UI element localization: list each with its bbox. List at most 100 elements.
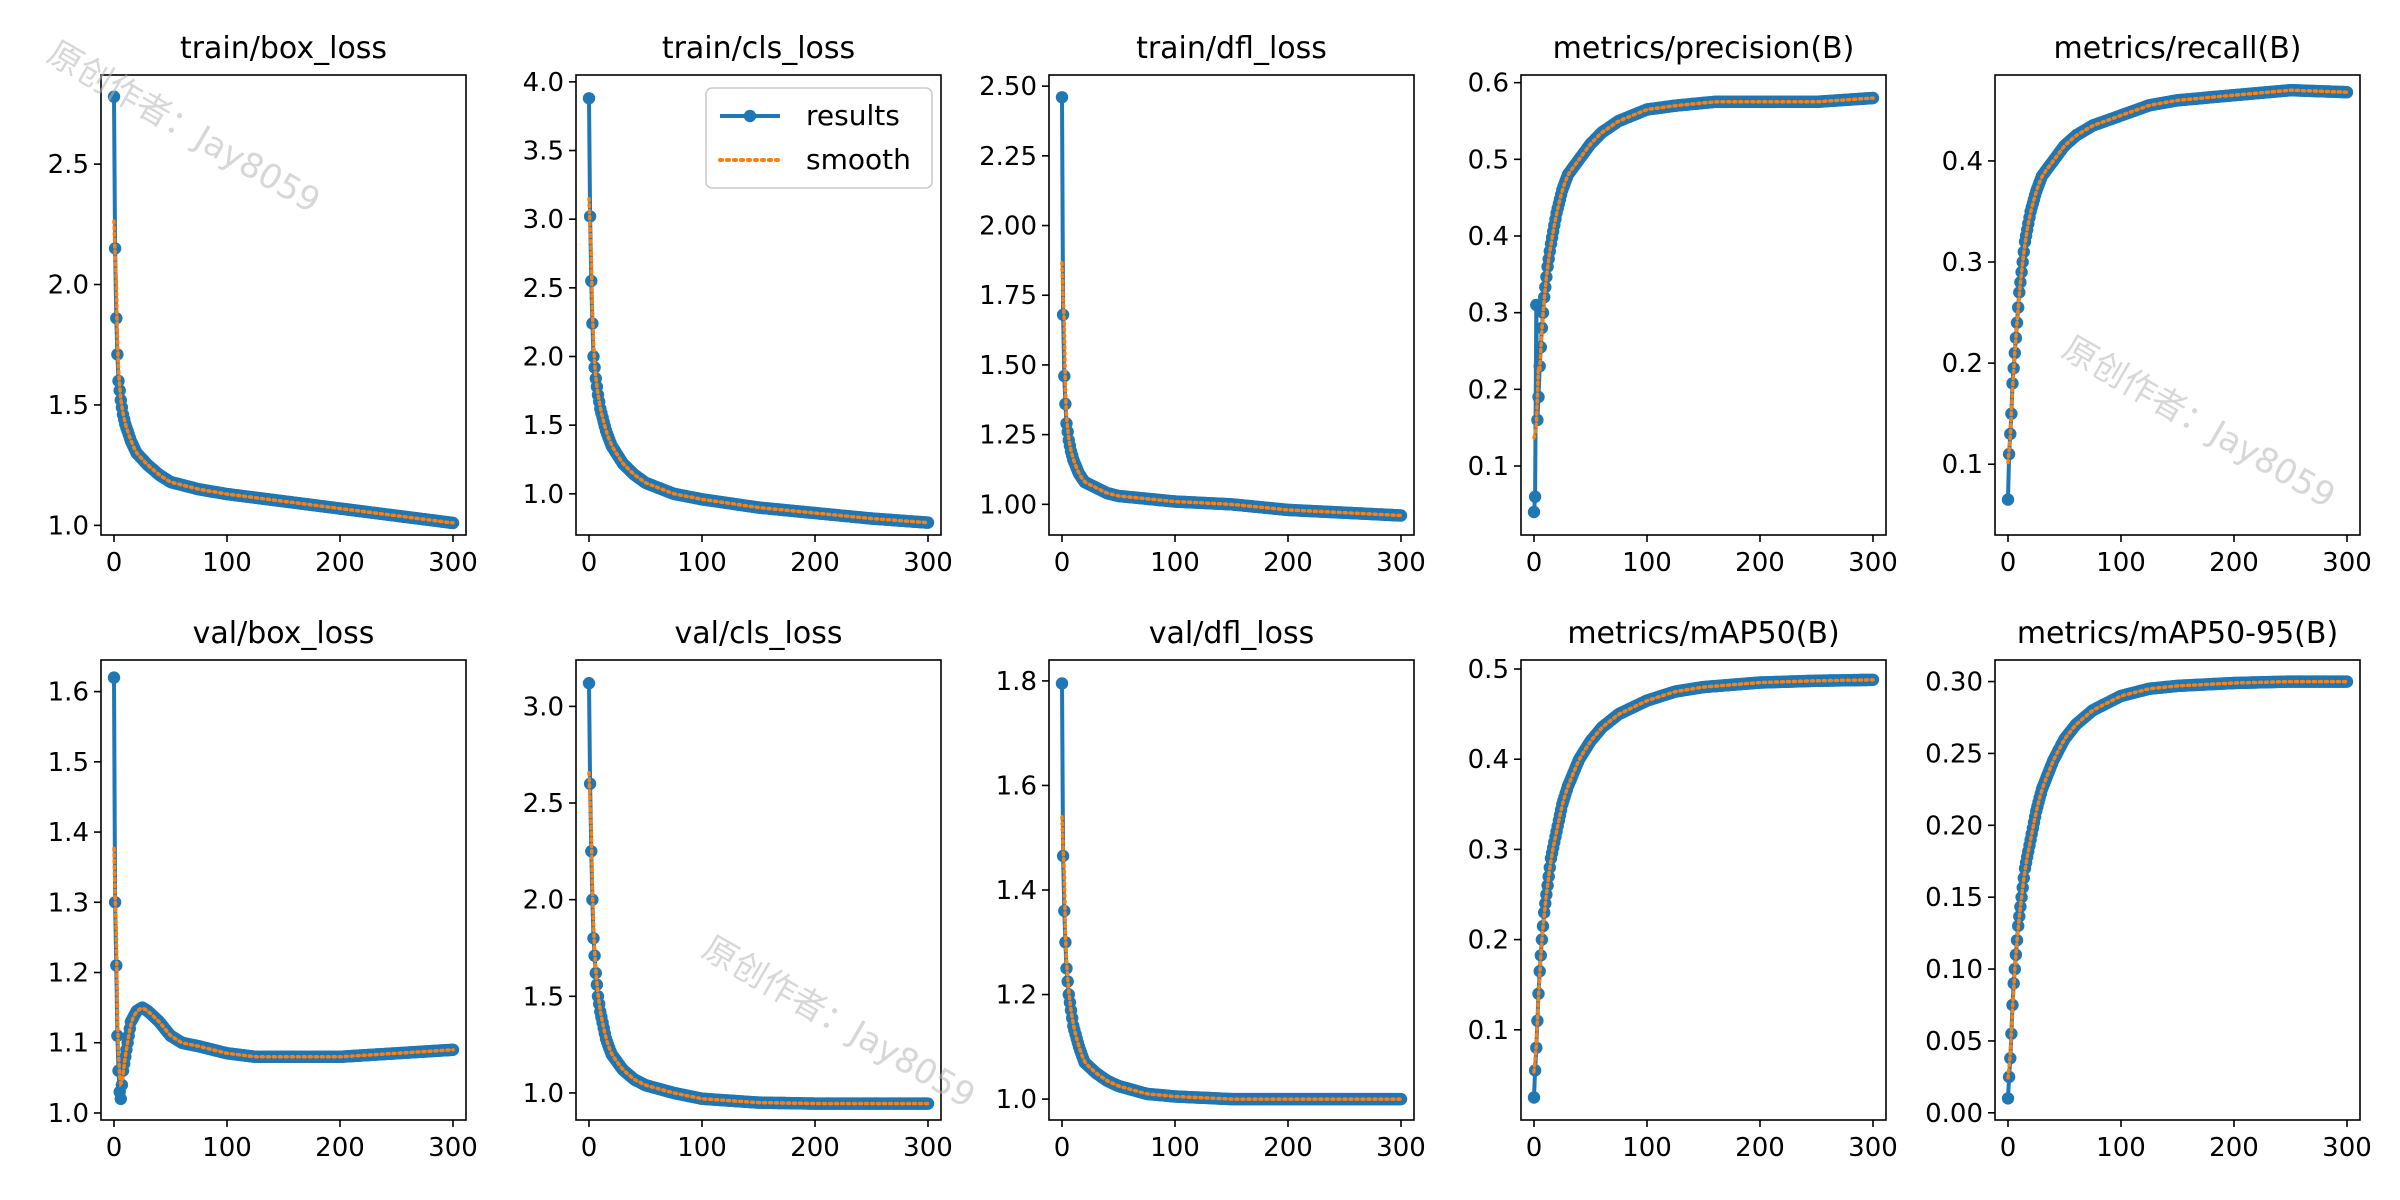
y-tick-label: 0.10: [1925, 955, 1983, 985]
y-tick-label: 2.00: [979, 212, 1037, 242]
x-tick-label: 300: [1848, 548, 1898, 578]
x-tick-label: 200: [1735, 548, 1785, 578]
y-tick-label: 0.3: [1468, 835, 1509, 865]
y-tick-label: 2.25: [979, 142, 1037, 172]
y-tick-label: 1.50: [979, 351, 1037, 381]
smooth-series-line: [1060, 815, 1403, 1101]
y-tick-label: 0.6: [1468, 69, 1509, 99]
y-tick-label: 0.1: [1468, 1016, 1509, 1046]
y-tick-label: 0.3: [1468, 299, 1509, 329]
y-tick-label: 1.4: [48, 818, 89, 848]
x-tick-label: 300: [1376, 1133, 1426, 1163]
y-tick-label: 0.00: [1925, 1099, 1983, 1129]
axes-frame: [100, 74, 467, 536]
x-tick-label: 100: [677, 548, 727, 578]
results-point: [107, 671, 121, 684]
subplot-val-dfl-loss: val/dfl_loss 0 100 200 300 1.0 1.2 1.4 1.6 1.8: [996, 616, 1426, 1163]
x-tick-label: 300: [2322, 1133, 2372, 1163]
results-point: [1542, 870, 1555, 883]
subplot-metrics-precision-b: metrics/precision(B) 0 100 200 300 0.1 0.2 0.3 0…: [1468, 31, 1898, 578]
results-markers: [1055, 91, 1408, 522]
y-tick-label: 3.5: [523, 137, 564, 167]
x-tick-label: 0: [581, 1133, 598, 1163]
y-tick-label: 0.5: [1468, 655, 1509, 685]
y-tick-label: 1.3: [48, 888, 89, 918]
x-tick-label: 0: [1054, 548, 1071, 578]
results-markers: [1055, 677, 1408, 1106]
results-point: [1055, 677, 1069, 690]
legend: results smooth: [705, 87, 933, 189]
axes-frame: [1520, 659, 1887, 1121]
x-tick-label: 100: [1622, 1133, 1672, 1163]
y-tick-label: 0.5: [1468, 145, 1509, 175]
x-tick-label: 100: [2096, 548, 2146, 578]
subplot-metrics-map50-95-b: metrics/mAP50-95(B) 0 100 200 300 0.00 0.05 0.1…: [1925, 616, 2372, 1163]
y-tick-label: 0.25: [1925, 739, 1983, 769]
smooth-series-line: [1060, 260, 1403, 518]
smooth-series-line: [112, 219, 455, 525]
subplot-train-box-loss: train/box_loss 0 100 200 300 1.0 1.5 2.0 2.5: [48, 31, 478, 578]
results-point: [582, 92, 596, 105]
y-tick-label: 4.0: [523, 68, 564, 98]
x-tick-label: 200: [1735, 1133, 1785, 1163]
legend-smooth-label: smooth: [806, 143, 911, 176]
results-series-line: [1060, 683, 1401, 1102]
results-point: [587, 932, 600, 945]
x-tick-label: 0: [1054, 1133, 1071, 1163]
y-tick-label: 1.0: [48, 1099, 89, 1129]
results-markers: [107, 671, 460, 1106]
y-tick-label: 1.6: [996, 771, 1037, 801]
y-tick-label: 0.2: [1468, 926, 1509, 956]
results-point: [1527, 505, 1541, 519]
subplot-title: train/cls_loss: [662, 31, 855, 66]
x-tick-label: 0: [1526, 1133, 1543, 1163]
y-tick-label: 1.0: [996, 1085, 1037, 1115]
axes-frame: [1048, 659, 1415, 1121]
y-tick-label: 1.0: [48, 511, 89, 541]
smooth-series-line: [1532, 678, 1875, 1074]
axes-frame: [575, 659, 942, 1121]
x-tick-label: 0: [106, 548, 123, 578]
y-tick-label: 1.6: [48, 678, 89, 708]
y-tick-label: 2.0: [523, 342, 564, 372]
results-markers: [1527, 91, 1880, 519]
results-series-line: [1060, 97, 1402, 518]
y-tick-label: 0.1: [1468, 452, 1509, 482]
subplot-val-box-loss: val/box_loss 0 100 200 300 1.0 1.1 1.2 1.3 1.4 1.5…: [48, 616, 478, 1163]
subplot-title: val/cls_loss: [675, 616, 843, 651]
x-tick-label: 100: [202, 548, 252, 578]
x-tick-label: 100: [677, 1133, 727, 1163]
x-tick-label: 100: [2096, 1133, 2146, 1163]
legend-results-marker: [743, 109, 757, 123]
y-tick-label: 1.5: [523, 411, 564, 441]
y-tick-label: 1.8: [996, 667, 1037, 697]
results-point: [1538, 906, 1551, 919]
x-tick-label: 200: [1263, 1133, 1313, 1163]
y-tick-label: 2.0: [523, 886, 564, 916]
subplot-title: metrics/recall(B): [2053, 31, 2301, 66]
x-tick-label: 0: [581, 548, 598, 578]
results-markers: [107, 90, 460, 530]
x-tick-label: 200: [315, 1133, 365, 1163]
x-tick-label: 100: [1150, 548, 1200, 578]
results-point: [1527, 1091, 1541, 1104]
x-tick-label: 200: [790, 1133, 840, 1163]
x-tick-label: 200: [1263, 548, 1313, 578]
axes-frame: [1520, 74, 1887, 536]
y-tick-label: 0.1: [1942, 450, 1983, 480]
results-point: [1528, 490, 1542, 503]
y-tick-label: 0.4: [1942, 147, 1983, 177]
y-tick-label: 1.5: [48, 391, 89, 421]
smooth-series-line: [112, 846, 455, 1088]
x-tick-label: 0: [2000, 1133, 2017, 1163]
axes-frame: [1048, 74, 1415, 536]
x-tick-label: 0: [106, 1133, 123, 1163]
results-point: [2001, 1092, 2015, 1105]
smooth-series-line: [587, 770, 930, 1106]
y-tick-label: 1.1: [48, 1029, 89, 1059]
y-tick-label: 1.00: [979, 490, 1037, 520]
subplot-title: val/box_loss: [193, 616, 375, 651]
y-tick-label: 1.75: [979, 281, 1037, 311]
x-tick-label: 100: [202, 1133, 252, 1163]
